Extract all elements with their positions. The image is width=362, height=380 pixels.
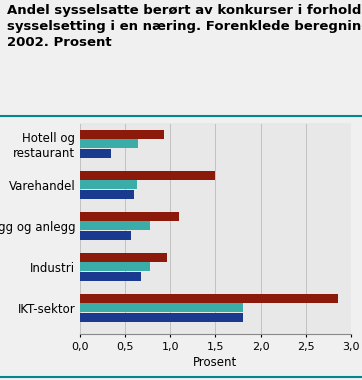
Bar (80, 139, 138, 149)
Bar (80, 222, 150, 230)
Bar (80, 272, 141, 281)
Bar (80, 262, 150, 271)
Bar (80, 180, 137, 190)
Bar (80, 149, 111, 158)
Bar (80, 130, 164, 139)
Bar (80, 212, 179, 221)
Text: Andel sysselsatte berørt av konkurser i forhold til samlet
sysselsetting i en næ: Andel sysselsatte berørt av konkurser i … (7, 4, 362, 49)
Bar (80, 303, 243, 312)
Bar (80, 231, 131, 240)
Bar (80, 294, 337, 302)
Bar (80, 190, 134, 199)
Bar (80, 253, 167, 262)
Bar (80, 171, 215, 180)
X-axis label: Prosent: Prosent (193, 356, 237, 369)
Bar (80, 313, 243, 322)
